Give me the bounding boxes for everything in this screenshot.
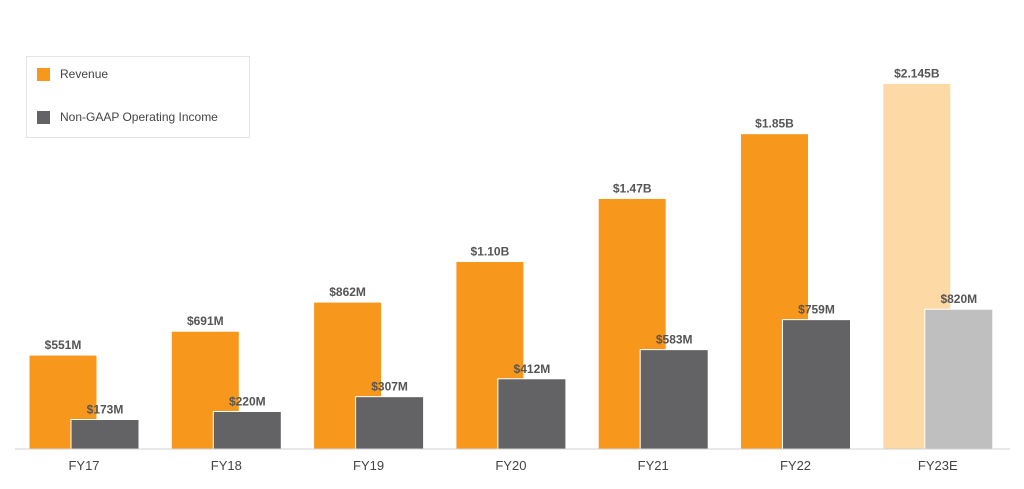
x-tick-labels: FY17 FY18 FY19 FY20 FY21 FY22 FY23E xyxy=(68,458,958,473)
legend: Revenue Non-GAAP Operating Income xyxy=(26,56,250,138)
operating-income-value-label-fy18: $220M xyxy=(229,395,266,409)
revenue-value-label-fy18: $691M xyxy=(187,314,224,328)
bars-group: $551M $173M $691M $220M $862M $307M $1.10B $412… xyxy=(28,66,994,450)
revenue-value-label-fy22: $1.85B xyxy=(755,117,794,131)
x-tick-label-fy17: FY17 xyxy=(68,458,99,473)
operating-income-bar-fy19 xyxy=(355,396,425,450)
operating-income-bar-fy17 xyxy=(70,419,140,450)
x-tick-label-fy20: FY20 xyxy=(495,458,526,473)
legend-item-revenue: Revenue xyxy=(37,67,108,81)
x-tick-label-fy18: FY18 xyxy=(211,458,242,473)
legend-swatch-operating-income xyxy=(37,110,50,124)
operating-income-bar-fy23e xyxy=(924,308,994,450)
revenue-value-label-fy19: $862M xyxy=(329,285,366,299)
x-tick-label-fy21: FY21 xyxy=(638,458,669,473)
operating-income-value-label-fy20: $412M xyxy=(514,362,551,376)
x-tick-label-fy22: FY22 xyxy=(780,458,811,473)
operating-income-value-label-fy23e: $820M xyxy=(940,292,977,306)
x-tick-label-fy23e: FY23E xyxy=(918,458,958,473)
operating-income-value-label-fy21: $583M xyxy=(656,333,693,347)
operating-income-bar-fy21 xyxy=(639,349,709,450)
revenue-value-label-fy20: $1.10B xyxy=(471,245,510,259)
revenue-value-label-fy17: $551M xyxy=(45,338,82,352)
revenue-value-label-fy21: $1.47B xyxy=(613,181,652,195)
operating-income-value-label-fy22: $759M xyxy=(798,303,835,317)
legend-swatch-revenue xyxy=(37,67,50,81)
operating-income-value-label-fy17: $173M xyxy=(87,403,124,417)
operating-income-bar-fy22 xyxy=(782,319,851,450)
legend-label-operating-income: Non-GAAP Operating Income xyxy=(60,110,218,124)
operating-income-bar-fy20 xyxy=(497,378,567,450)
x-tick-label-fy19: FY19 xyxy=(353,458,384,473)
legend-item-operating-income: Non-GAAP Operating Income xyxy=(37,110,218,124)
operating-income-value-label-fy19: $307M xyxy=(371,380,408,394)
revenue-value-label-fy23e: $2.145B xyxy=(894,66,940,80)
operating-income-bar-fy18 xyxy=(212,411,282,450)
legend-label-revenue: Revenue xyxy=(60,67,109,81)
